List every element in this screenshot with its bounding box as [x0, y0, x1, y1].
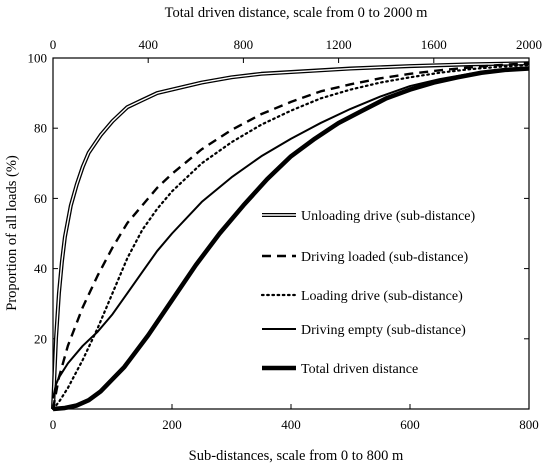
- legend-entry: Total driven distance: [301, 362, 418, 377]
- y-tick-label: 80: [34, 121, 47, 136]
- legend-entry: Loading drive (sub-distance): [301, 289, 463, 304]
- series-lines: [51, 61, 531, 412]
- top-x-tick-label: 400: [138, 37, 158, 52]
- top-x-tick-label: 1600: [421, 37, 447, 52]
- legend-entry: Driving empty (sub-distance): [301, 323, 466, 338]
- series-line: [52, 66, 530, 412]
- x-tick-label: 200: [162, 417, 182, 432]
- x-tick-label: 0: [50, 417, 57, 432]
- y-tick-label: 20: [34, 331, 47, 346]
- series-line: [51, 63, 531, 411]
- y-tick-label: 100: [28, 51, 48, 66]
- series-line: [51, 62, 530, 410]
- series-line: [51, 61, 530, 410]
- legend-entry: Unloading drive (sub-distance): [301, 209, 476, 224]
- x-tick-label: 800: [519, 417, 539, 432]
- top-x-tick-label: 1200: [326, 37, 352, 52]
- x-axis-label: Sub-distances, scale from 0 to 800 m: [189, 448, 404, 464]
- series-line-inner: [52, 62, 530, 410]
- x-tick-label: 400: [281, 417, 301, 432]
- y-tick-label: 40: [34, 261, 47, 276]
- legend: Unloading drive (sub-distance) Driving lo…: [260, 209, 476, 377]
- top-axis-label: Total driven distance, scale from 0 to 2…: [165, 5, 428, 21]
- legend-entry: Driving loaded (sub-distance): [301, 250, 469, 265]
- top-x-tick-label: 0: [50, 37, 57, 52]
- x-tick-label: 600: [400, 417, 420, 432]
- top-x-tick-label: 2000: [516, 37, 542, 52]
- y-axis-label: Proportion of all loads (%): [4, 155, 20, 311]
- y-tick-label: 60: [34, 191, 47, 206]
- top-x-tick-label: 800: [234, 37, 254, 52]
- series-line: [52, 67, 530, 399]
- axis-ticks: 0 200 400 600 800 0 400 800 1200 1600 2000 20 40 60 80…: [28, 37, 543, 432]
